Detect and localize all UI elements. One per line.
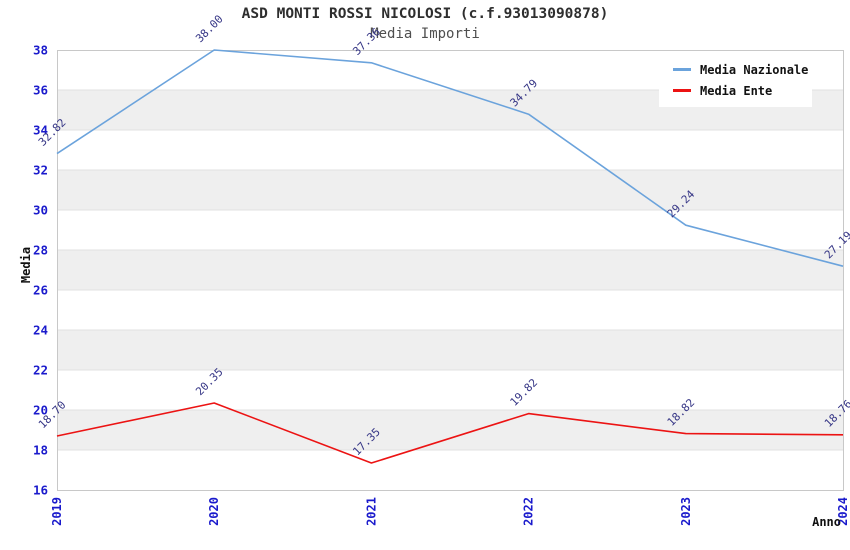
y-tick-label: 32 [33,163,48,178]
x-tick-label: 2023 [679,497,693,526]
background-band [57,170,843,210]
y-tick-label: 24 [33,323,48,338]
x-tick-label: 2024 [836,497,850,526]
legend-item-ente: Media Ente [673,80,812,101]
chart-subtitle: Media Importi [370,26,480,42]
y-tick-label: 20 [33,403,48,418]
y-tick-label: 18 [33,443,48,458]
plot-border [57,50,844,491]
data-label: 38.00 [193,13,226,46]
legend-label: Media Ente [700,83,773,98]
series-line [56,49,844,267]
y-tick-label: 34 [33,123,48,138]
background-band [57,330,843,370]
y-tick-label: 38 [33,43,48,58]
y-tick-label: 16 [33,483,48,498]
legend-line-marker-red [673,89,691,92]
y-tick-label: 26 [33,283,48,298]
data-label: 19.82 [508,376,541,409]
x-tick-label: 2019 [50,497,64,526]
y-axis-label: Media [19,246,33,284]
data-label: 37.36 [350,25,383,58]
y-tick-label: 36 [33,83,48,98]
x-tick-label: 2021 [364,497,378,526]
legend-line-marker-blue [673,68,691,71]
chart-title: ASD MONTI ROSSI NICOLOSI (c.f.9301309087… [241,6,609,22]
x-tick-label: 2020 [207,497,221,526]
legend-label: Media Nazionale [700,62,809,77]
background-band [57,250,843,290]
y-tick-label: 28 [33,243,48,258]
x-tick-label: 2022 [522,497,536,526]
y-tick-label: 30 [33,203,48,218]
legend: Media Nazionale Media Ente [659,53,812,107]
data-label: 27.19 [822,229,850,262]
x-axis-label: Anno [812,515,841,529]
background-band [57,410,843,450]
legend-item-nazionale: Media Nazionale [673,59,812,80]
series-line [56,402,844,464]
y-tick-label: 22 [33,363,48,378]
